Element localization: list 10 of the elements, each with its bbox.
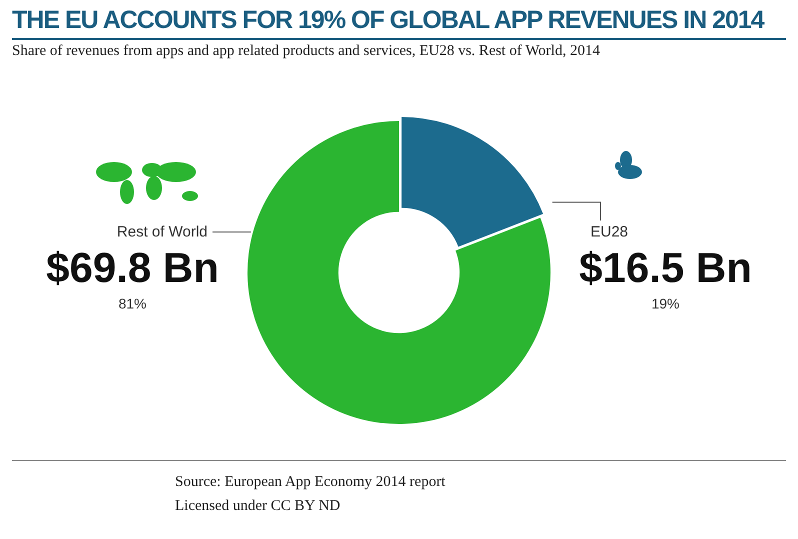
text: 19% [651, 295, 680, 312]
text: 81% [118, 295, 147, 312]
chart-subtitle: Share of revenues from apps and app related products and services, EU28 vs. Rest of World, 2014 [12, 38, 786, 60]
data-label: $16.5 Bn [579, 244, 752, 292]
data-label: $69.8 Bn [46, 244, 219, 292]
chart-title: THE EU ACCOUNTS FOR 19% OF GLOBAL APP REVENUES IN 2014 [12, 6, 766, 35]
slice-label: Rest of World [116, 224, 208, 241]
source-note: Source: European App Economy 2014 report [175, 473, 446, 492]
slice-label: EU28 [590, 224, 628, 241]
text: Licensed under CC BY ND [175, 497, 342, 516]
